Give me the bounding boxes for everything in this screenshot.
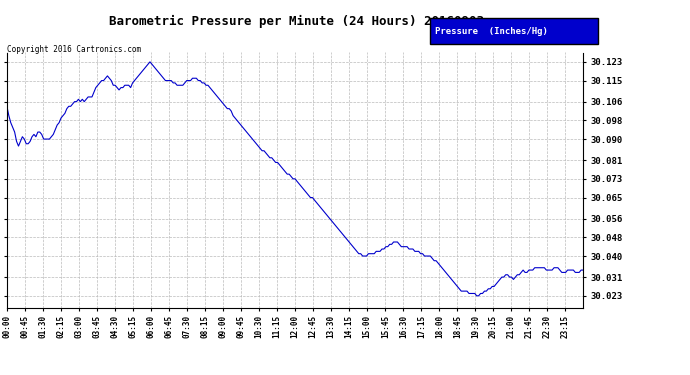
Text: Barometric Pressure per Minute (24 Hours) 20160903: Barometric Pressure per Minute (24 Hours… [109, 15, 484, 28]
Text: Copyright 2016 Cartronics.com: Copyright 2016 Cartronics.com [7, 45, 141, 54]
Text: Pressure  (Inches/Hg): Pressure (Inches/Hg) [435, 27, 548, 36]
